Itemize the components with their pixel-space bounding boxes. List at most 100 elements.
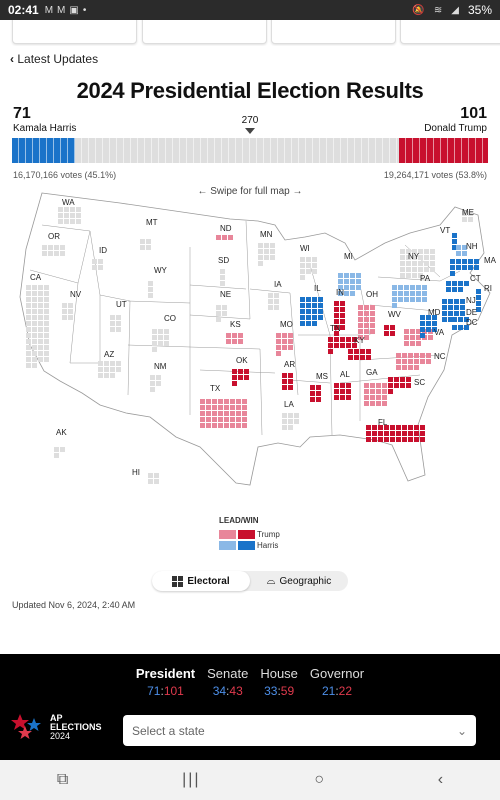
state-square-tx[interactable] [212,399,217,404]
state-square-ar[interactable] [288,373,293,378]
state-square-nd[interactable] [216,235,221,240]
state-square-va[interactable] [428,335,433,340]
state-square-al[interactable] [346,395,351,400]
state-square-ia[interactable] [274,299,279,304]
state-square-mi[interactable] [356,279,361,284]
state-square-tn[interactable] [346,343,351,348]
state-square-ny[interactable] [406,267,411,272]
state-square-tx[interactable] [224,423,229,428]
state-square-ny[interactable] [418,273,423,278]
state-square-ca[interactable] [44,321,49,326]
state-square-pa[interactable] [410,285,415,290]
state-square-ut[interactable] [116,321,121,326]
state-square-or[interactable] [48,245,53,250]
electoral-view-button[interactable]: Electoral [152,571,250,591]
state-square-mt[interactable] [146,239,151,244]
state-square-tx[interactable] [200,423,205,428]
state-square-nh[interactable] [456,245,461,250]
state-square-fl[interactable] [396,437,401,442]
state-square-il[interactable] [318,315,323,320]
state-square-ct[interactable] [446,281,451,286]
state-square-or[interactable] [42,245,47,250]
state-square-al[interactable] [334,395,339,400]
state-square-ga[interactable] [382,389,387,394]
state-square-ut[interactable] [116,315,121,320]
state-square-ca[interactable] [26,327,31,332]
state-square-ca[interactable] [32,345,37,350]
state-square-tn[interactable] [346,337,351,342]
state-square-ca[interactable] [44,357,49,362]
state-square-pa[interactable] [422,297,427,302]
state-square-wi[interactable] [306,257,311,262]
state-square-al[interactable] [346,383,351,388]
state-square-oh[interactable] [370,329,375,334]
state-square-hi[interactable] [154,473,159,478]
state-square-wv[interactable] [390,331,395,336]
state-square-sc[interactable] [388,389,393,394]
state-square-nc[interactable] [408,365,413,370]
state-square-md[interactable] [426,327,431,332]
state-square-wa[interactable] [76,213,81,218]
state-square-pa[interactable] [392,297,397,302]
state-square-wa[interactable] [58,207,63,212]
state-square-il[interactable] [306,303,311,308]
state-square-pa[interactable] [398,285,403,290]
state-square-il[interactable] [312,303,317,308]
state-square-ne[interactable] [216,311,221,316]
state-square-pa[interactable] [392,285,397,290]
state-square-mi[interactable] [356,285,361,290]
state-square-ny[interactable] [430,267,435,272]
state-square-ga[interactable] [376,395,381,400]
state-square-il[interactable] [312,309,317,314]
state-square-or[interactable] [42,251,47,256]
state-square-ca[interactable] [38,339,43,344]
state-square-ok[interactable] [244,369,249,374]
state-square-ok[interactable] [238,375,243,380]
state-square-mt[interactable] [140,245,145,250]
state-square-nj[interactable] [460,311,465,316]
state-square-ny[interactable] [418,255,423,260]
state-square-tx[interactable] [224,411,229,416]
state-square-pa[interactable] [404,291,409,296]
screenshot-icon[interactable]: ⧉ [56,771,69,788]
state-square-ca[interactable] [38,327,43,332]
state-square-ut[interactable] [110,315,115,320]
state-square-ny[interactable] [406,249,411,254]
state-square-ma[interactable] [474,265,479,270]
state-square-dc[interactable] [458,325,463,330]
state-square-mi[interactable] [338,279,343,284]
state-square-tx[interactable] [200,411,205,416]
state-square-oh[interactable] [358,323,363,328]
state-square-ny[interactable] [424,267,429,272]
electoral-map[interactable]: WA OR CA NV ID MT WY UT CO AZ NM ND SD NE KS OK TX MN IA MO… [0,185,500,505]
state-square-mo[interactable] [288,345,293,350]
state-square-ma[interactable] [450,259,455,264]
state-square-ak[interactable] [54,447,59,452]
state-square-co[interactable] [152,341,157,346]
state-square-ma[interactable] [450,271,455,276]
state-square-in[interactable] [340,307,345,312]
state-square-oh[interactable] [358,335,363,340]
state-square-fl[interactable] [372,431,377,436]
state-square-ri[interactable] [476,307,481,312]
state-square-il[interactable] [312,297,317,302]
state-square-tn[interactable] [328,349,333,354]
state-square-az[interactable] [98,373,103,378]
state-square-vt[interactable] [452,233,457,238]
state-square-ny[interactable] [424,261,429,266]
tab-president[interactable]: President 71:101 [135,666,196,698]
state-square-tn[interactable] [328,343,333,348]
state-square-wa[interactable] [58,219,63,224]
state-square-mn[interactable] [264,249,269,254]
state-square-tx[interactable] [236,423,241,428]
state-square-al[interactable] [340,389,345,394]
state-square-ca[interactable] [32,297,37,302]
state-square-vt[interactable] [452,245,457,250]
state-square-az[interactable] [116,367,121,372]
state-square-il[interactable] [300,303,305,308]
state-square-mn[interactable] [258,255,263,260]
state-square-ky[interactable] [360,355,365,360]
state-square-or[interactable] [60,245,65,250]
state-square-la[interactable] [282,425,287,430]
state-square-ca[interactable] [26,315,31,320]
